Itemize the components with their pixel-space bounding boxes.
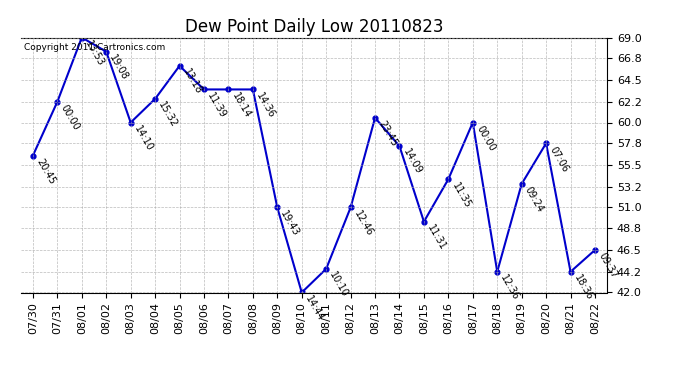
Text: 11:39: 11:39 [206, 91, 228, 120]
Text: 12:36: 12:36 [499, 273, 521, 302]
Text: 10:10: 10:10 [328, 270, 350, 299]
Text: 13:18: 13:18 [181, 67, 204, 96]
Title: Dew Point Daily Low 20110823: Dew Point Daily Low 20110823 [185, 18, 443, 36]
Text: 13:53: 13:53 [83, 39, 106, 68]
Text: 23:45: 23:45 [377, 119, 399, 148]
Text: 14:36: 14:36 [254, 91, 277, 120]
Text: 14:44: 14:44 [303, 294, 326, 323]
Text: 19:08: 19:08 [108, 53, 130, 82]
Text: Copyright 2011 Cartronics.com: Copyright 2011 Cartronics.com [23, 43, 165, 52]
Text: 15:32: 15:32 [157, 100, 179, 129]
Text: 14:10: 14:10 [132, 124, 155, 153]
Text: 18:36: 18:36 [572, 273, 595, 302]
Text: 14:09: 14:09 [401, 147, 424, 177]
Text: 09:37: 09:37 [596, 251, 619, 280]
Text: 00:00: 00:00 [59, 103, 81, 132]
Text: 11:35: 11:35 [450, 180, 473, 210]
Text: 00:00: 00:00 [474, 124, 497, 153]
Text: 09:24: 09:24 [523, 185, 546, 214]
Text: 12:46: 12:46 [352, 209, 375, 238]
Text: 18:14: 18:14 [230, 91, 253, 120]
Text: 20:45: 20:45 [34, 157, 57, 186]
Text: 19:43: 19:43 [279, 209, 302, 238]
Text: 11:31: 11:31 [425, 223, 448, 252]
Text: 07:06: 07:06 [547, 145, 570, 174]
